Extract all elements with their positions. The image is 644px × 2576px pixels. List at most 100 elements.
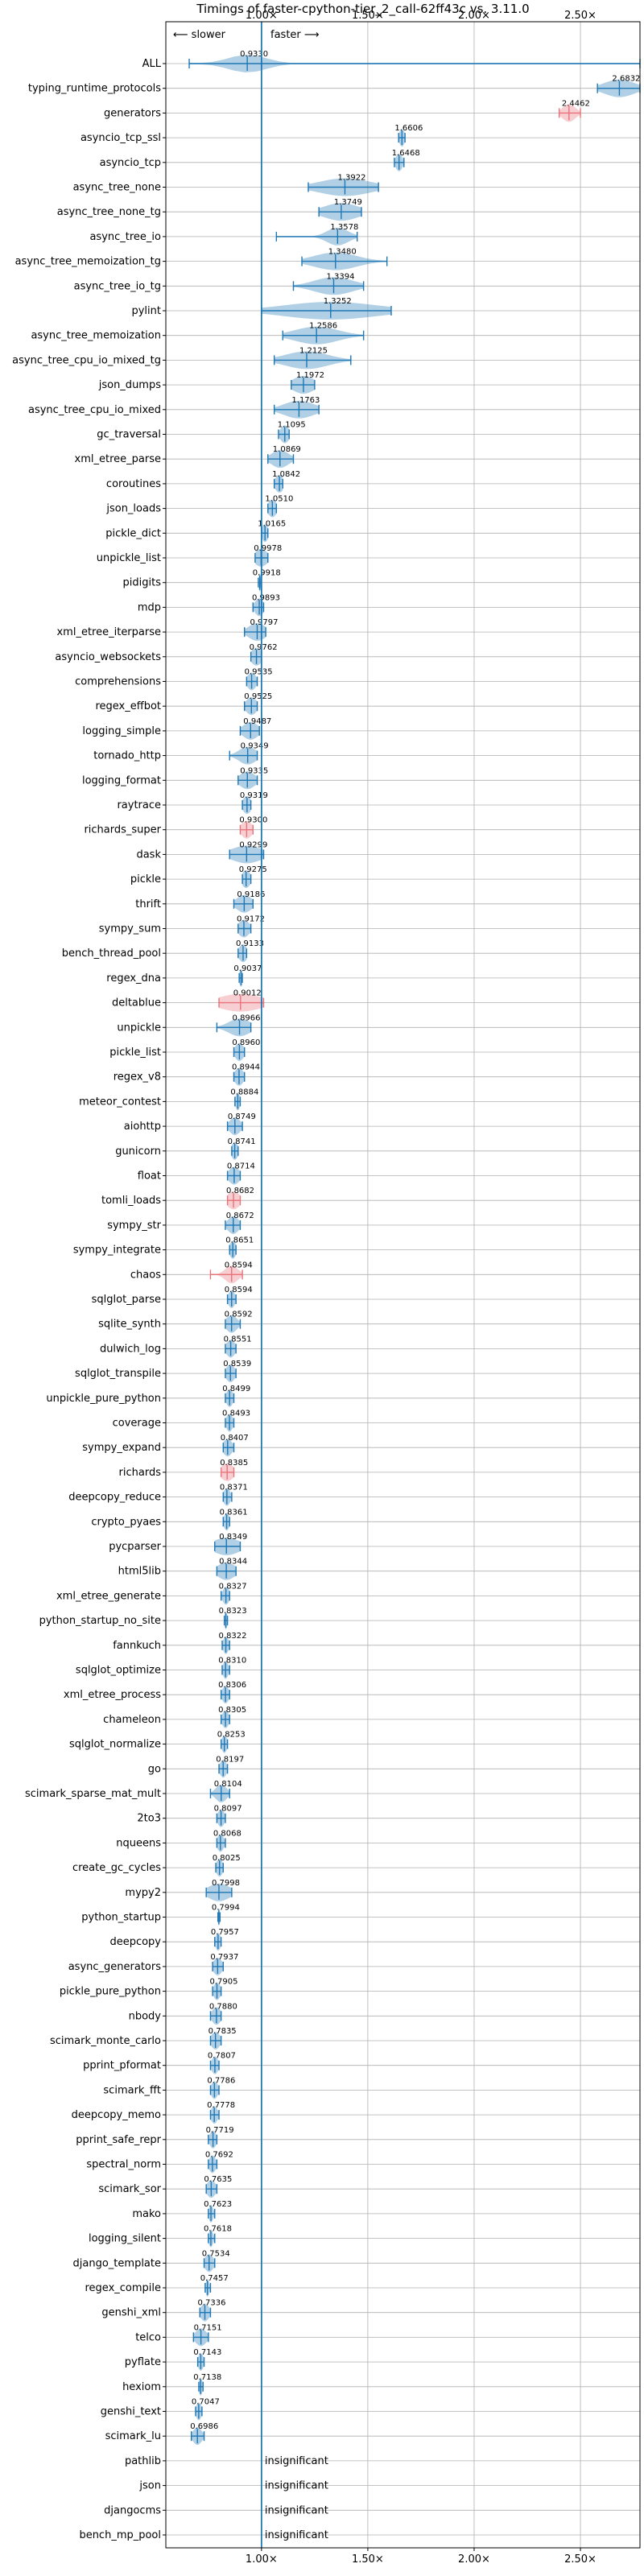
value-label: 0.8068: [213, 1829, 242, 1838]
value-label: 0.7623: [204, 2200, 232, 2209]
row-label: bench_mp_pool: [79, 2529, 161, 2541]
value-label: 0.9299: [239, 840, 267, 849]
value-label: 0.7151: [194, 2323, 222, 2332]
row-label: deepcopy: [109, 1936, 161, 1948]
violin: 0.7937: [210, 1953, 238, 1975]
value-label: 0.7336: [197, 2299, 225, 2308]
violin: 0.7719: [206, 2126, 234, 2149]
value-label: 1.2586: [309, 322, 337, 331]
value-label: 0.8253: [217, 1731, 246, 1740]
value-label: 0.9335: [240, 766, 268, 775]
row-label: pickle_pure_python: [60, 1986, 161, 1998]
row-label: genshi_xml: [101, 2307, 161, 2319]
row-label: richards: [119, 1467, 162, 1479]
value-label: 0.8385: [220, 1459, 248, 1468]
violin: 0.9012: [218, 989, 265, 1012]
value-label: 0.7905: [210, 1978, 238, 1987]
row-label: async_tree_memoization: [31, 330, 161, 342]
row-label: go: [148, 1763, 161, 1775]
value-label: 0.8349: [219, 1533, 247, 1542]
violin: 0.8741: [228, 1137, 256, 1160]
faster-note: faster ⟶: [270, 29, 320, 41]
violin: 0.7151: [192, 2323, 222, 2347]
value-label: 0.7807: [208, 2052, 236, 2061]
violin: 0.6986: [190, 2422, 218, 2446]
value-label: 1.1095: [278, 421, 306, 430]
chart-title: Timings of faster-cpython-tier_2_call-62…: [196, 2, 529, 17]
value-label: 0.7994: [212, 1904, 240, 1913]
row-label: pyflate: [125, 2356, 161, 2368]
violin: 0.7994: [212, 1904, 240, 1926]
row-label: unpickle_pure_python: [46, 1393, 161, 1405]
value-label: 0.8344: [219, 1558, 247, 1567]
violin: 0.8310: [218, 1657, 246, 1679]
x-tick-label-top: 2.00×: [458, 10, 490, 22]
row-label: sympy_integrate: [73, 1245, 161, 1257]
violin: 0.8960: [232, 1038, 260, 1061]
violin: 0.8104: [209, 1780, 242, 1802]
value-label: 1.3922: [337, 174, 365, 183]
violin: 0.9525: [244, 692, 272, 716]
row-label: sqlglot_parse: [92, 1294, 161, 1306]
row-label: python_startup: [81, 1912, 161, 1924]
violin: 0.7778: [207, 2101, 235, 2124]
value-label: 0.9172: [237, 915, 265, 924]
value-label: 0.7835: [208, 2027, 237, 2036]
value-label: 0.8361: [220, 1508, 248, 1517]
value-label: 1.3394: [327, 272, 355, 281]
value-label: 0.9349: [241, 742, 269, 751]
value-label: 0.8305: [218, 1706, 246, 1715]
value-label: 0.7786: [207, 2076, 235, 2085]
row-label: typing_runtime_protocols: [28, 83, 161, 95]
insignificant-label: insignificant: [265, 2529, 328, 2541]
value-label: 0.7635: [204, 2175, 232, 2184]
violin: 0.8323: [219, 1607, 247, 1630]
violin: 0.7623: [204, 2200, 232, 2223]
row-label: sqlglot_normalize: [69, 1739, 161, 1751]
violin: 0.7835: [208, 2027, 237, 2050]
violin: 0.9319: [240, 791, 268, 814]
value-label: 1.3578: [330, 223, 358, 232]
value-label: 0.8884: [230, 1088, 258, 1096]
row-label: aiohttp: [124, 1121, 161, 1133]
value-label: 0.7998: [212, 1879, 240, 1888]
value-label: 0.8714: [227, 1162, 255, 1171]
violin: 0.8594: [209, 1261, 253, 1284]
violin: 1.0510: [265, 495, 293, 518]
violin: 0.9762: [250, 643, 278, 666]
violin: 1.3394: [292, 272, 365, 295]
violin: 0.7957: [211, 1928, 239, 1951]
value-label: 0.9525: [244, 692, 272, 701]
violin: 0.9335: [237, 766, 268, 790]
row-label: pickle_dict: [105, 527, 161, 539]
value-label: 1.0510: [265, 495, 293, 504]
value-label: 0.8594: [225, 1286, 253, 1294]
row-label: coverage: [113, 1418, 161, 1430]
violin: 1.0165: [258, 519, 286, 543]
violin: 0.8327: [219, 1582, 247, 1605]
row-label: async_tree_memoization_tg: [15, 256, 161, 268]
value-label: 2.6832: [612, 75, 640, 84]
value-label: 0.9487: [243, 717, 271, 726]
value-label: 0.8651: [225, 1236, 254, 1245]
x-tick-label-bottom: 2.00×: [458, 2553, 490, 2566]
violin: 1.1763: [274, 396, 320, 419]
row-label: chameleon: [103, 1714, 161, 1726]
violin: 0.7534: [202, 2249, 230, 2273]
row-label: generators: [104, 107, 161, 119]
row-label: pprint_pformat: [83, 2060, 161, 2072]
value-label: 0.8493: [222, 1410, 250, 1418]
violin: 0.8884: [230, 1088, 258, 1111]
row-label: chaos: [130, 1269, 161, 1281]
violin: 0.8361: [220, 1508, 248, 1531]
value-label: 2.4462: [562, 99, 590, 108]
row-label: 2to3: [137, 1813, 161, 1825]
value-label: 1.0165: [258, 519, 286, 528]
row-label: regex_v8: [114, 1071, 161, 1084]
violin: 1.3252: [261, 297, 392, 320]
row-label: async_tree_none: [73, 182, 161, 194]
row-label: regex_compile: [85, 2282, 161, 2294]
value-label: 1.3480: [328, 248, 357, 257]
row-label: meteor_contest: [79, 1096, 161, 1108]
violin: 0.8025: [213, 1854, 241, 1877]
